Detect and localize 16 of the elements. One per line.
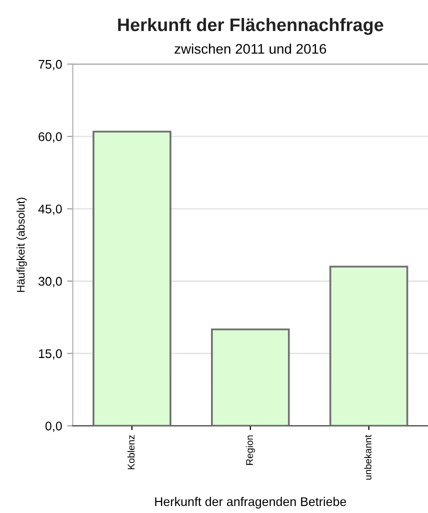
y-tick-label: 75,0 <box>38 60 62 70</box>
y-tick-label: 45,0 <box>38 204 62 215</box>
x-tick-label: unbekannt <box>364 434 372 480</box>
x-axis-title: Herkunft der anfragenden Betriebe <box>155 496 346 509</box>
x-tick-label: Region <box>246 435 255 465</box>
y-axis-title: Häufigkeit (absolut) <box>16 198 27 292</box>
y-tick-label: 15,0 <box>38 349 62 360</box>
chart-title: Herkunft der Flächennachfrage <box>118 18 384 35</box>
bar <box>92 130 172 426</box>
bar <box>210 328 290 426</box>
y-tick-label: 60,0 <box>38 132 62 143</box>
y-tick-label: 30,0 <box>38 276 62 288</box>
chart-subtitle: zwischen 2011 und 2016 <box>174 44 326 54</box>
y-tick-label: 0,0 <box>45 422 62 432</box>
bar <box>329 266 408 426</box>
x-tick-label: Koblenz <box>127 435 135 470</box>
